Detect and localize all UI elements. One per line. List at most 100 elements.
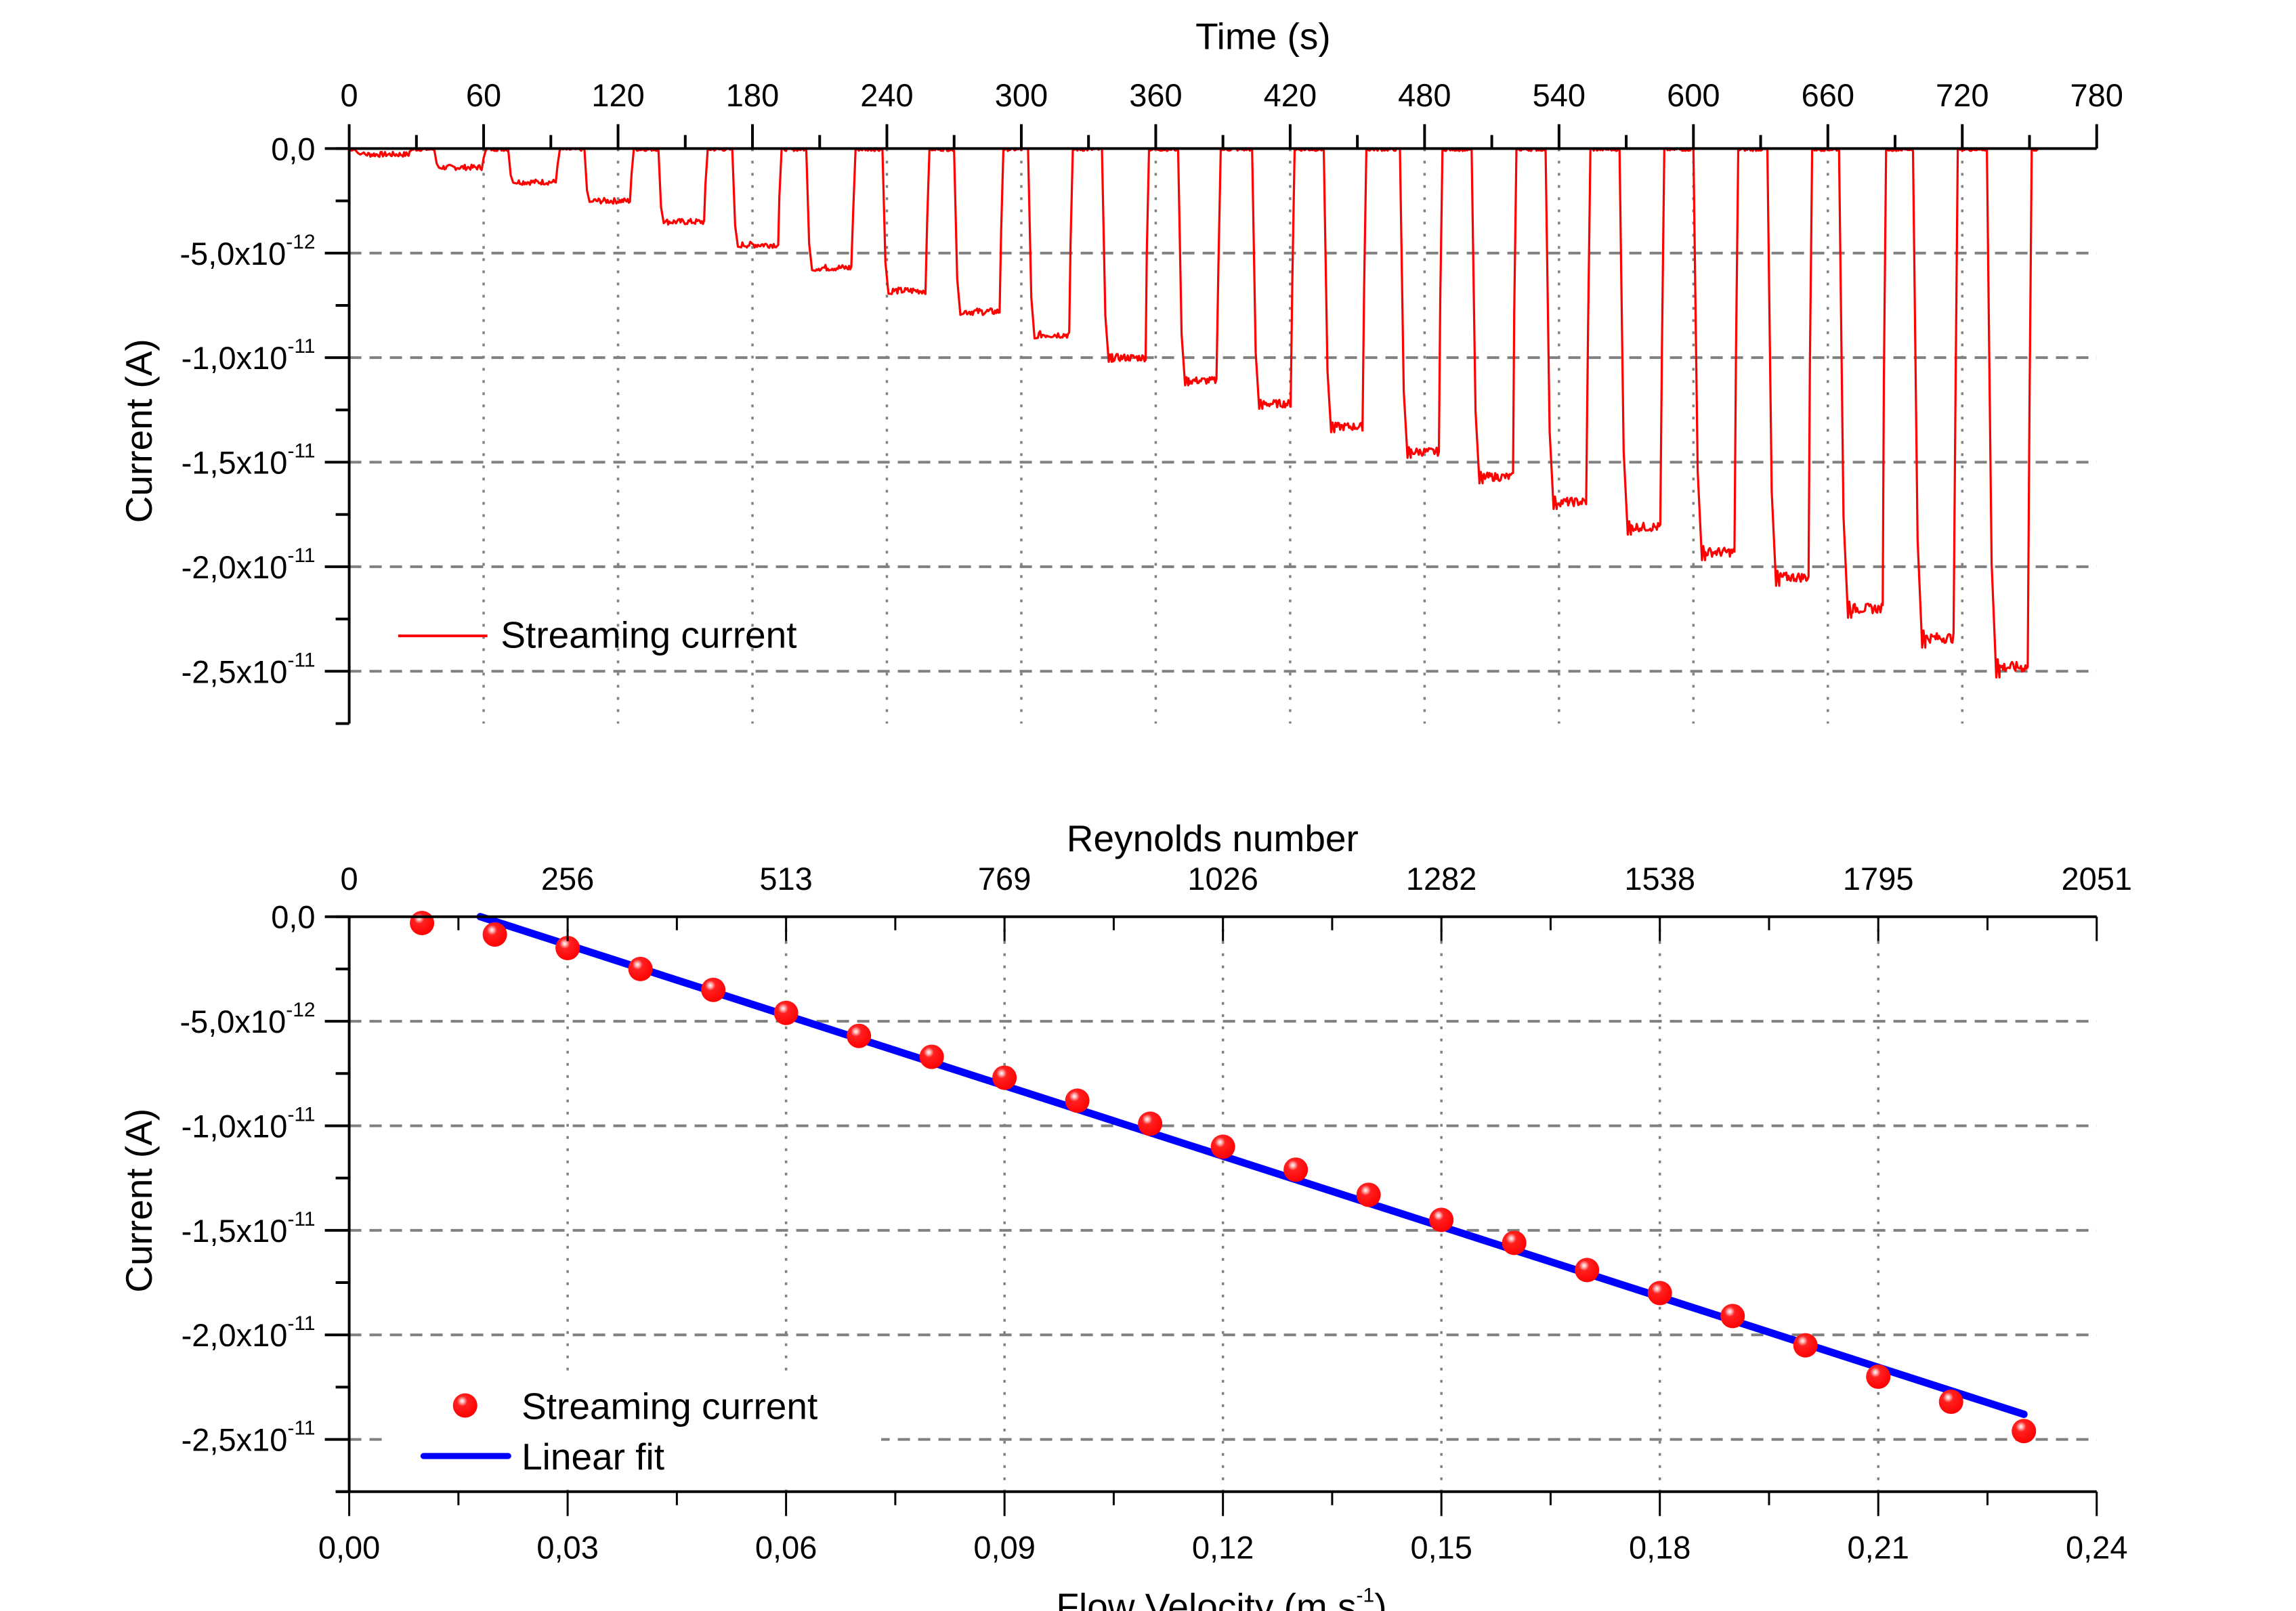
y-tick-exponent: -11: [287, 335, 315, 358]
legend-background: [383, 1374, 882, 1482]
x-tick-label: 0,06: [755, 1530, 817, 1566]
y-tick-label: -1,0x10-11: [182, 1103, 316, 1144]
legend: Streaming current: [398, 614, 797, 656]
x-tick-label: 240: [860, 77, 913, 113]
y-tick-exponent: -11: [287, 1312, 315, 1335]
y-tick-label: 0,0: [271, 899, 315, 935]
y-tick-mantissa: -1,0x10: [182, 1108, 288, 1144]
x-tick-label: 120: [591, 77, 644, 113]
data-point: [1429, 1207, 1454, 1232]
x-axis-title: Flow Velocity (m.s-1): [1056, 1584, 1386, 1611]
x-tick-label: 0,15: [1410, 1530, 1472, 1566]
y-tick-label: -2,5x10-11: [182, 649, 316, 689]
velocity-chart: 0,00 0 0,03 256 0,06 513 0,09 769 0,12 1026 0,15 12…: [118, 817, 2132, 1611]
x-tick-label: 0,12: [1192, 1530, 1254, 1566]
x-tick-label: 0,24: [2066, 1530, 2127, 1566]
y-tick-mantissa: -5,0x10: [179, 1004, 286, 1039]
y-tick-mantissa: -1,5x10: [182, 445, 288, 481]
data-point: [847, 1023, 872, 1048]
top-x-tick-label: 0: [341, 861, 358, 897]
y-tick-label: -1,5x10-11: [182, 1208, 316, 1249]
series-line: [348, 147, 2041, 679]
data-point: [1647, 1281, 1672, 1306]
y-tick-exponent: -11: [287, 544, 315, 567]
top-x-tick-label: 1538: [1624, 861, 1695, 897]
x-tick-label: 480: [1398, 77, 1451, 113]
data-point: [1210, 1134, 1235, 1159]
data-point: [555, 936, 580, 961]
x-tick-label: 0,03: [536, 1530, 598, 1566]
data-point: [919, 1044, 944, 1069]
x-tick-label: 0: [341, 77, 358, 113]
top-x-axis-title: Time (s): [1195, 15, 1331, 57]
data-point: [2012, 1419, 2037, 1444]
data-point: [1356, 1182, 1381, 1207]
data-point: [1720, 1304, 1745, 1329]
y-axis-title: Current (A): [118, 1109, 160, 1293]
data-point: [773, 1000, 799, 1025]
y-tick-mantissa: -5,0x10: [179, 236, 286, 272]
x-axis-title-superscript: -1: [1357, 1584, 1375, 1606]
top-x-tick-label: 769: [978, 861, 1031, 897]
series: [410, 910, 2037, 1444]
grid: [349, 148, 2097, 724]
top-x-tick-label: 1026: [1187, 861, 1258, 897]
x-tick-label: 600: [1667, 77, 1720, 113]
data-point: [1793, 1333, 1818, 1358]
data-point: [1138, 1111, 1163, 1136]
x-tick-label: 420: [1264, 77, 1317, 113]
y-tick-exponent: -11: [287, 440, 315, 463]
y-tick-exponent: -11: [287, 1417, 315, 1440]
tick-labels: 0 60 120 180 240 300 360 420 480 540 600 660 720 780 0…: [179, 77, 2123, 689]
series-streaming-current: [348, 147, 2041, 679]
data-point: [1575, 1258, 1600, 1283]
x-tick-label: 720: [1936, 77, 1989, 113]
axes: [324, 124, 2098, 725]
y-tick-exponent: -11: [287, 1103, 315, 1125]
x-tick-label: 540: [1533, 77, 1586, 113]
data-point: [482, 922, 507, 947]
data-point: [1938, 1390, 1963, 1415]
top-x-tick-label: 513: [759, 861, 812, 897]
y-tick-mantissa: -1,5x10: [182, 1213, 288, 1249]
y-tick-exponent: -11: [287, 649, 315, 671]
x-tick-label: 300: [995, 77, 1048, 113]
axes: [324, 915, 2098, 1516]
data-point: [410, 910, 435, 935]
x-tick-label: 360: [1129, 77, 1182, 113]
x-axis-title-suffix: ): [1374, 1585, 1386, 1611]
y-tick-label: -5,0x10-12: [179, 999, 315, 1039]
x-tick-label: 780: [2070, 77, 2123, 113]
legend: Streaming current Linear fit: [383, 1374, 882, 1482]
data-point: [1283, 1157, 1309, 1182]
y-tick-label: 0,0: [271, 131, 315, 167]
data-point: [701, 977, 726, 1002]
y-tick-mantissa: -2,0x10: [182, 1317, 288, 1353]
x-tick-label: 0,18: [1629, 1530, 1691, 1566]
top-x-tick-label: 2051: [2061, 861, 2132, 897]
y-tick-label: -2,5x10-11: [182, 1417, 316, 1458]
y-tick-mantissa: 0,0: [271, 899, 315, 935]
legend-marker-icon: [452, 1393, 477, 1418]
y-tick-label: -1,0x10-11: [182, 335, 316, 376]
y-tick-label: -1,5x10-11: [182, 440, 316, 481]
y-tick-mantissa: 0,0: [271, 131, 315, 167]
legend-label-scatter: Streaming current: [522, 1385, 817, 1427]
y-tick-label: -2,0x10-11: [182, 544, 316, 585]
y-tick-mantissa: -2,5x10: [182, 1422, 288, 1458]
x-tick-label: 0,00: [318, 1530, 380, 1566]
y-tick-label: -5,0x10-12: [179, 231, 315, 272]
fit-line: [476, 913, 2028, 1419]
x-tick-label: 180: [726, 77, 779, 113]
data-point: [1502, 1230, 1527, 1255]
tick-labels: 0,00 0 0,03 256 0,06 513 0,09 769 0,12 1026 0,15 12…: [179, 861, 2132, 1565]
data-point: [1866, 1364, 1891, 1389]
data-point: [628, 956, 653, 981]
x-tick-label: 0,21: [1847, 1530, 1909, 1566]
y-tick-mantissa: -1,0x10: [182, 340, 288, 376]
y-tick-mantissa: -2,0x10: [182, 549, 288, 585]
y-tick-exponent: -11: [287, 1208, 315, 1230]
y-tick-mantissa: -2,5x10: [182, 653, 288, 689]
top-x-tick-label: 256: [541, 861, 594, 897]
